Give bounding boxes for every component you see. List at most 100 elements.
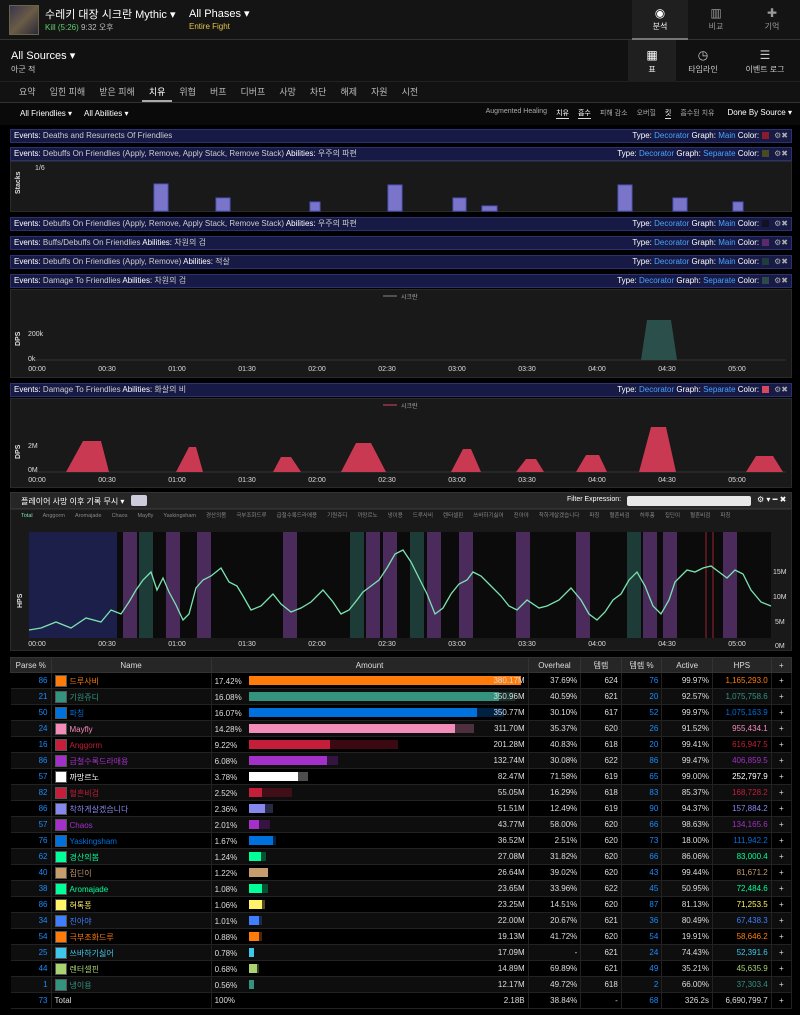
legend-item[interactable]: 렌터셀핀 bbox=[443, 513, 464, 519]
legend-item[interactable]: 집딘이 bbox=[664, 513, 681, 519]
expand-button[interactable]: + bbox=[771, 848, 793, 865]
table-row[interactable]: 50 파칭 16.07% 350.77M 30.10% 617 52 99.97% 1,075,… bbox=[10, 704, 793, 721]
table-row[interactable]: 76 Yaskingsham 1.67% 36.52M 2.51% 620 73 18.00%… bbox=[10, 832, 793, 849]
type-value[interactable]: Decorator bbox=[654, 238, 690, 247]
column-header[interactable]: Overheal bbox=[527, 657, 582, 673]
table-row[interactable]: 1 냉이용 0.56% 12.17M 49.72% 618 2 66.00% 37,303.4 + bbox=[10, 976, 793, 993]
table-row[interactable]: 57 까망르노 3.78% 82.47M 71.58% 619 65 99.00% 252,79… bbox=[10, 768, 793, 785]
expand-button[interactable]: + bbox=[771, 912, 793, 929]
player-name[interactable]: 급철수록드라애용 bbox=[69, 756, 129, 766]
table-row[interactable]: 86 혀톡퐁 1.06% 23.25M 14.51% 620 87 81.13% 71,253.… bbox=[10, 896, 793, 913]
event-row[interactable]: Events: Deaths and Resurrects Of Friendl… bbox=[10, 129, 792, 143]
name-cell[interactable]: 기원쥬디 bbox=[51, 688, 212, 705]
tab-0[interactable]: 요약 bbox=[19, 87, 36, 97]
color-swatch[interactable] bbox=[762, 220, 770, 227]
table-row[interactable]: 21 기원쥬디 16.08% 350.96M 40.59% 621 20 92.57% 1,07… bbox=[10, 688, 793, 705]
player-name[interactable]: 혈흔비검 bbox=[69, 788, 99, 798]
name-cell[interactable]: 집딘이 bbox=[51, 864, 212, 881]
legend-item[interactable]: 파칭 bbox=[720, 513, 731, 519]
metric-toggle[interactable]: Augmented Healing bbox=[485, 108, 548, 115]
name-cell[interactable]: 파칭 bbox=[51, 704, 212, 721]
player-name[interactable]: 렌터셀핀 bbox=[69, 964, 99, 974]
legend-item[interactable]: 까망르노 bbox=[357, 513, 378, 519]
column-header[interactable]: Active bbox=[661, 657, 713, 673]
expand-button[interactable]: + bbox=[771, 992, 793, 1009]
player-name[interactable]: 냉이용 bbox=[69, 980, 92, 990]
expand-button[interactable]: + bbox=[771, 864, 793, 881]
player-name[interactable]: 까망르노 bbox=[69, 772, 99, 782]
table-row[interactable]: 54 극부조화드루 0.88% 19.13M 41.72% 620 54 19.91% 58,6… bbox=[10, 928, 793, 945]
name-cell[interactable]: 혀톡퐁 bbox=[51, 896, 212, 913]
player-name[interactable]: 착하게살겠습니다 bbox=[69, 804, 129, 814]
expand-button[interactable]: + bbox=[771, 688, 793, 705]
total-row[interactable]: 73 Total 100% 2.18B 38.84% -68 326.2s 6,690,799… bbox=[10, 992, 793, 1009]
legend-item[interactable]: 경산의봄 bbox=[205, 513, 227, 519]
phase-select[interactable]: All Phases ▾ bbox=[189, 8, 250, 20]
player-name[interactable]: 파칭 bbox=[69, 708, 85, 718]
name-cell[interactable]: Yaskingsham bbox=[51, 832, 212, 849]
legend-item[interactable]: 기원쥬디 bbox=[327, 513, 348, 519]
color-swatch[interactable] bbox=[762, 386, 770, 393]
player-name[interactable]: 기원쥬디 bbox=[69, 692, 99, 702]
color-swatch[interactable] bbox=[762, 150, 770, 157]
player-name[interactable]: 진아야 bbox=[69, 916, 92, 926]
player-name[interactable]: Yaskingsham bbox=[69, 836, 117, 846]
column-header[interactable]: 템렙 bbox=[580, 657, 622, 673]
name-cell[interactable]: 진아야 bbox=[51, 912, 212, 929]
name-cell[interactable]: 혈흔비검 bbox=[51, 784, 212, 801]
graph-value[interactable]: Main bbox=[718, 131, 736, 140]
nav-memory[interactable]: ✚ 기억 bbox=[744, 0, 800, 40]
legend-item[interactable]: 쓰바하기싫어 bbox=[473, 513, 504, 519]
graph-value[interactable]: Separate bbox=[703, 276, 736, 285]
color-swatch[interactable] bbox=[762, 258, 770, 265]
column-header[interactable]: + bbox=[770, 657, 793, 673]
metric-toggle[interactable]: 치유 bbox=[556, 110, 569, 119]
type-value[interactable]: Decorator bbox=[639, 385, 675, 394]
column-header[interactable]: HPS bbox=[711, 657, 772, 673]
tab-6[interactable]: 디버프 bbox=[240, 87, 266, 97]
column-header[interactable]: 템렙 % bbox=[620, 657, 663, 673]
tab-2[interactable]: 받은 피해 bbox=[99, 87, 135, 97]
expand-button[interactable]: + bbox=[771, 672, 793, 689]
player-name[interactable]: Aromajade bbox=[69, 884, 109, 894]
source-select[interactable]: All Sources ▾ bbox=[11, 50, 76, 62]
tab-11[interactable]: 시전 bbox=[401, 87, 419, 97]
settings-gear-icon[interactable]: ⚙ ▾ ━ ✖ bbox=[757, 495, 787, 504]
table-row[interactable]: 44 렌터셀핀 0.68% 14.89M 69.89% 621 49 35.21% 45,635… bbox=[10, 960, 793, 977]
name-cell[interactable]: 극부조화드루 bbox=[51, 928, 212, 945]
gear-icon[interactable]: ⚙✖ bbox=[774, 131, 788, 140]
expand-button[interactable]: + bbox=[771, 816, 793, 833]
source-sub[interactable]: 아군 적 bbox=[11, 65, 36, 74]
name-cell[interactable]: 경산의봄 bbox=[51, 848, 212, 865]
tab-9[interactable]: 해제 bbox=[340, 87, 358, 97]
tab-1[interactable]: 입힌 피해 bbox=[49, 87, 86, 97]
table-row[interactable]: 38 Aromajade 1.08% 23.65M 33.96% 622 45 50.95% 7… bbox=[10, 880, 793, 897]
type-value[interactable]: Decorator bbox=[639, 149, 675, 158]
nav-analyze[interactable]: ◉ 분석 bbox=[632, 0, 688, 40]
color-swatch[interactable] bbox=[762, 239, 770, 246]
legend-item[interactable]: Yaskingsham bbox=[163, 513, 196, 519]
name-cell[interactable]: 드루사비 bbox=[51, 672, 212, 689]
legend-item[interactable]: 허투퐁 bbox=[639, 513, 655, 519]
gear-icon[interactable]: ⚙✖ bbox=[774, 238, 788, 247]
legend-item[interactable]: 드루사비 bbox=[412, 513, 434, 519]
toggle-switch[interactable] bbox=[131, 495, 147, 506]
name-cell[interactable]: 쓰바하기싫어 bbox=[51, 944, 212, 961]
table-row[interactable]: 34 진아야 1.01% 22.00M 20.67% 621 36 80.49% 67,438.… bbox=[10, 912, 793, 929]
table-row[interactable]: 86 급철수록드라애용 6.08% 132.74M 30.08% 622 86 99.47% 4… bbox=[10, 752, 793, 769]
expand-button[interactable]: + bbox=[771, 784, 793, 801]
type-value[interactable]: Decorator bbox=[654, 219, 690, 228]
expand-button[interactable]: + bbox=[771, 960, 793, 977]
expand-button[interactable]: + bbox=[771, 736, 793, 753]
legend-item[interactable]: 진아야 bbox=[513, 513, 529, 519]
expand-button[interactable]: + bbox=[771, 800, 793, 817]
abilities-select[interactable]: All Abilities ▾ bbox=[84, 109, 129, 118]
legend-item[interactable]: Aromajade bbox=[74, 513, 102, 519]
legend-item[interactable]: Anggorm bbox=[42, 513, 65, 519]
legend-item[interactable]: Mayfly bbox=[137, 513, 154, 519]
event-row[interactable]: Events: Buffs/Debuffs On Friendlies Abil… bbox=[10, 236, 792, 250]
legend-item[interactable]: 파칭 bbox=[589, 513, 600, 519]
legend-item[interactable]: Total bbox=[21, 513, 33, 519]
expand-button[interactable]: + bbox=[771, 896, 793, 913]
gear-icon[interactable]: ⚙✖ bbox=[774, 149, 788, 158]
